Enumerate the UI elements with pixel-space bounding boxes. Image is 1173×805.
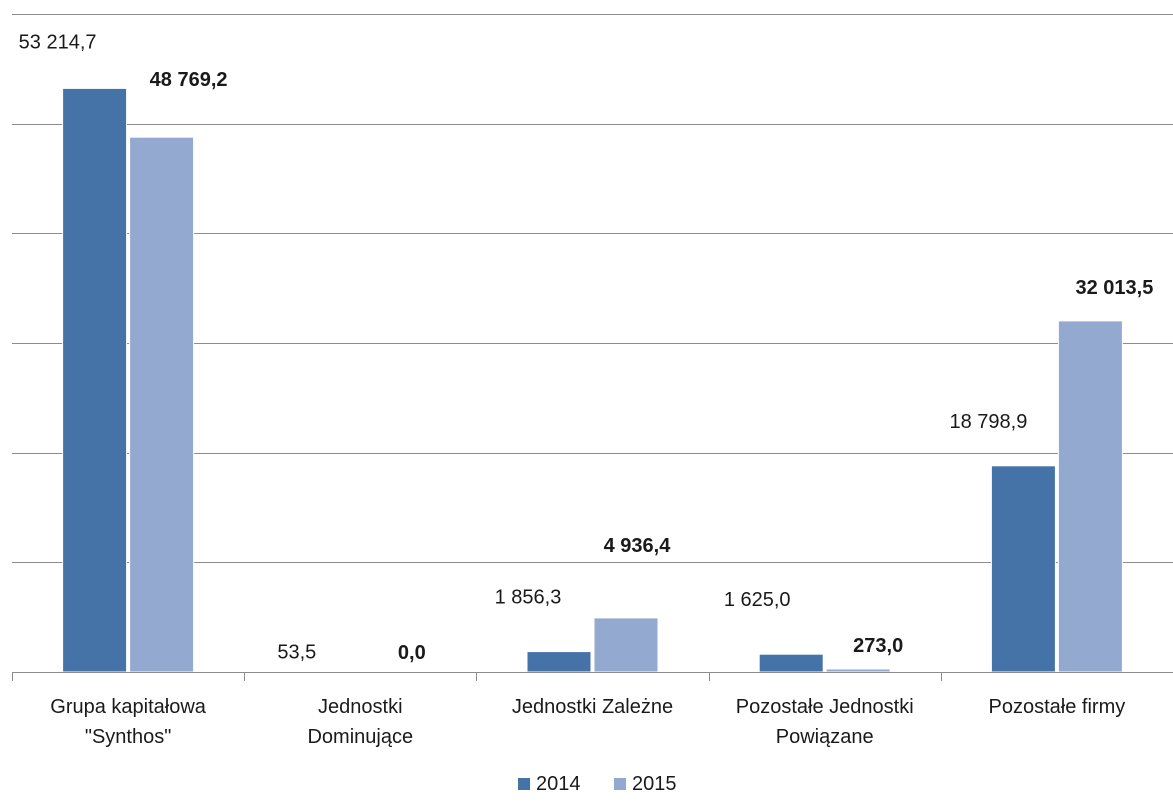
category-labels: Grupa kapitałowa "Synthos" Jednostki Dominu… xyxy=(50,696,1125,748)
data-label-2015-1: 48 769,2 xyxy=(150,69,228,91)
bar-2014-2 xyxy=(294,670,360,673)
category-label: Pozostałe Jednostki xyxy=(736,696,914,718)
data-label-2014-4: 1 625,0 xyxy=(724,589,791,611)
bar-2015-3 xyxy=(593,617,659,673)
category-label: Jednostki Zależne xyxy=(512,696,673,718)
category-label: Grupa kapitałowa xyxy=(50,696,207,718)
legend: 2014 2015 xyxy=(518,773,677,795)
category-label: Dominujące xyxy=(307,726,413,748)
category-label: Powiązane xyxy=(776,726,874,748)
data-label-2015-4: 273,0 xyxy=(853,635,903,657)
bar-2014-4 xyxy=(758,653,824,673)
category-label: Jednostki xyxy=(318,696,403,718)
bar-2015-1 xyxy=(129,136,195,673)
data-label-2015-2: 0,0 xyxy=(398,642,426,664)
bar-2014-1 xyxy=(62,87,128,673)
category-label: "Synthos" xyxy=(85,726,171,748)
x-axis xyxy=(12,672,1173,681)
data-label-2014-3: 1 856,3 xyxy=(495,587,562,609)
data-label-2015-5: 32 013,5 xyxy=(1075,277,1153,299)
data-label-2015-3: 4 936,4 xyxy=(604,535,672,557)
data-label-2014-2: 53,5 xyxy=(277,641,316,663)
bar-2015-4 xyxy=(825,668,891,673)
legend-label-2015: 2015 xyxy=(632,773,677,795)
gridlines xyxy=(12,14,1173,563)
legend-label-2014: 2014 xyxy=(536,773,581,795)
legend-swatch-2014 xyxy=(518,778,530,790)
bars xyxy=(62,87,1123,673)
value-labels: 53 214,7 48 769,2 53,5 0,0 1 856,3 4 936,4 1 6… xyxy=(19,31,1154,664)
legend-swatch-2015 xyxy=(614,778,626,790)
data-label-2014-5: 18 798,9 xyxy=(949,411,1027,433)
category-label: Pozostałe firmy xyxy=(989,696,1126,718)
bar-2014-5 xyxy=(990,465,1056,673)
bar-2014-3 xyxy=(526,651,592,673)
bar-2015-5 xyxy=(1057,320,1123,673)
data-label-2014-1: 53 214,7 xyxy=(19,31,97,53)
